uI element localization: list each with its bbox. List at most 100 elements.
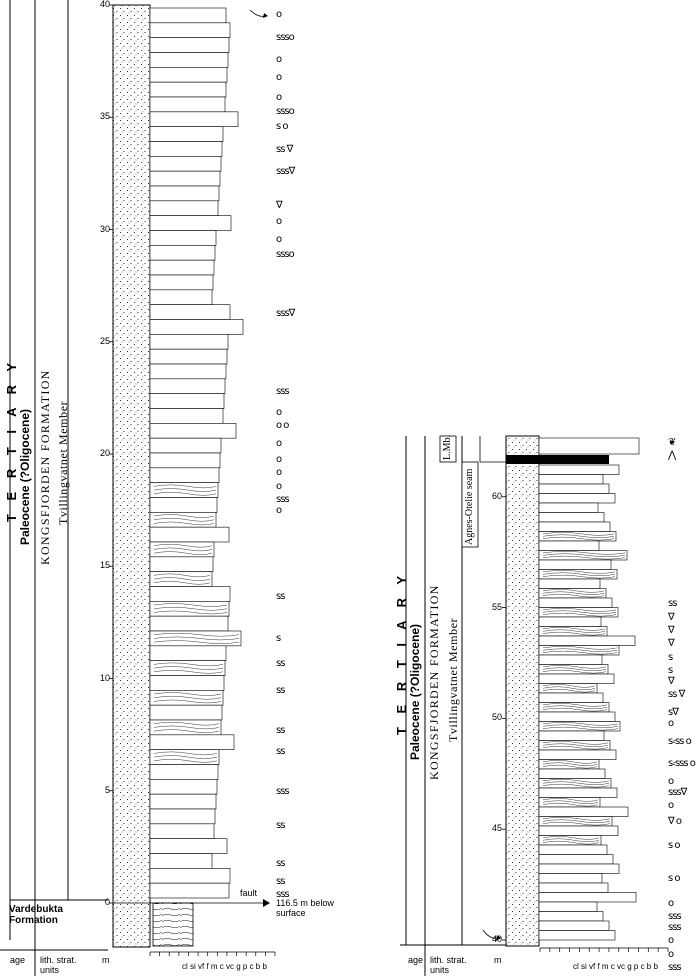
lamination — [542, 821, 611, 826]
structure-symbol: ∇ — [668, 611, 675, 623]
bed — [149, 793, 217, 810]
lamination — [153, 751, 218, 756]
lamination — [542, 707, 608, 712]
lamination — [542, 631, 606, 636]
lamination — [542, 669, 607, 674]
top-bed — [538, 437, 640, 455]
bed — [538, 493, 616, 504]
structure-symbol: ꜱꜱꜱ — [276, 494, 290, 506]
lamination — [542, 534, 615, 538]
lamination — [153, 514, 215, 518]
bed — [149, 200, 219, 216]
bed — [149, 170, 221, 187]
bed — [149, 52, 229, 68]
bed — [149, 334, 229, 350]
right-formation-label: KONGSFJORDEN FORMATION — [427, 584, 441, 780]
depth-tick-label: 30 — [99, 223, 110, 234]
right-footer-age: age — [408, 955, 424, 965]
structure-symbol: ∇ o — [668, 815, 682, 827]
lamination — [153, 581, 211, 585]
lamination — [542, 591, 605, 595]
structure-symbol: o — [276, 480, 282, 492]
bed — [149, 259, 215, 276]
bed — [538, 787, 618, 798]
bed — [538, 597, 613, 608]
bed — [538, 502, 599, 513]
lamination — [542, 646, 618, 650]
structure-symbol: ꜱꜱꜱ∇ — [276, 307, 295, 319]
structure-symbol: ꜱꜱꜱ — [668, 921, 682, 933]
bed — [538, 920, 610, 931]
lamination — [542, 593, 605, 598]
structure-symbol: o — [276, 467, 282, 479]
bed — [149, 734, 235, 750]
lamination — [542, 779, 610, 783]
depth-tick-label: 50 — [491, 712, 502, 723]
lamination — [542, 760, 598, 764]
lamination — [542, 724, 619, 728]
lamination — [542, 781, 610, 785]
bed — [149, 156, 222, 172]
structure-symbol: o — [276, 9, 282, 21]
lamination — [542, 764, 598, 769]
structure-symbol: o — [276, 453, 282, 465]
structure-symbol: ꜱꜱꜱo — [276, 105, 295, 117]
lamination — [542, 762, 598, 766]
lamination — [153, 696, 222, 700]
lamination — [153, 492, 217, 496]
lamination — [153, 544, 213, 548]
depth-tick-label: 10 — [99, 672, 110, 683]
depth-tick-label: 25 — [99, 335, 110, 346]
structure-symbol: ∇ — [668, 675, 675, 687]
depth-tick-label: 40 — [99, 0, 110, 9]
structure-symbol: ∇ — [668, 638, 675, 650]
bed — [538, 483, 610, 494]
bed — [149, 408, 224, 424]
bed — [538, 730, 605, 741]
bed — [538, 521, 611, 532]
left-footer-age: age — [10, 955, 26, 965]
structure-symbol: ꜱꜱ — [276, 857, 285, 869]
structure-symbol: o — [276, 406, 282, 418]
structure-symbol: ꜱꜱ — [276, 590, 285, 602]
structure-symbol: ꜱ∇ — [668, 706, 679, 718]
right-bed-stack — [538, 437, 640, 941]
bed — [149, 808, 216, 825]
structure-symbol: ꜱ o — [276, 121, 288, 133]
bed — [149, 868, 231, 884]
bed — [149, 838, 228, 854]
lamination — [542, 705, 608, 709]
depth-tick-label: 15 — [99, 560, 110, 571]
bed — [149, 853, 213, 869]
depth-tick-label: 5 — [104, 784, 110, 795]
left-series-label: Paleocene (?Oligocene) — [18, 408, 32, 545]
bed — [538, 512, 605, 523]
structure-symbol: ꜱꜱꜱ∇ — [276, 166, 295, 178]
lamination — [542, 798, 599, 802]
structure-symbol: o o — [276, 420, 289, 432]
lamination — [542, 650, 618, 655]
lamination — [153, 699, 222, 704]
depth-tick-label: 20 — [99, 448, 110, 458]
structure-symbol: ꜱꜱꜱo — [276, 31, 295, 43]
lamination — [542, 688, 596, 693]
depth-tick-label: 0 — [104, 897, 110, 907]
structure-symbol: o — [276, 92, 282, 104]
structure-symbol: ꜱꜱ ∇ — [276, 143, 293, 155]
bed — [538, 854, 614, 865]
bed — [149, 378, 226, 394]
bed — [149, 111, 239, 127]
lamination — [542, 589, 605, 593]
lamination — [542, 608, 617, 612]
bed — [149, 615, 229, 632]
right-log — [400, 435, 669, 976]
lamination — [153, 573, 211, 578]
lamination — [542, 648, 618, 652]
lamination — [542, 665, 607, 669]
bed — [538, 768, 606, 779]
lamination — [153, 488, 217, 492]
bed — [149, 645, 227, 661]
bed — [149, 452, 221, 469]
structure-symbol: o — [668, 775, 674, 787]
structure-symbol: ꜱ o — [668, 839, 680, 851]
